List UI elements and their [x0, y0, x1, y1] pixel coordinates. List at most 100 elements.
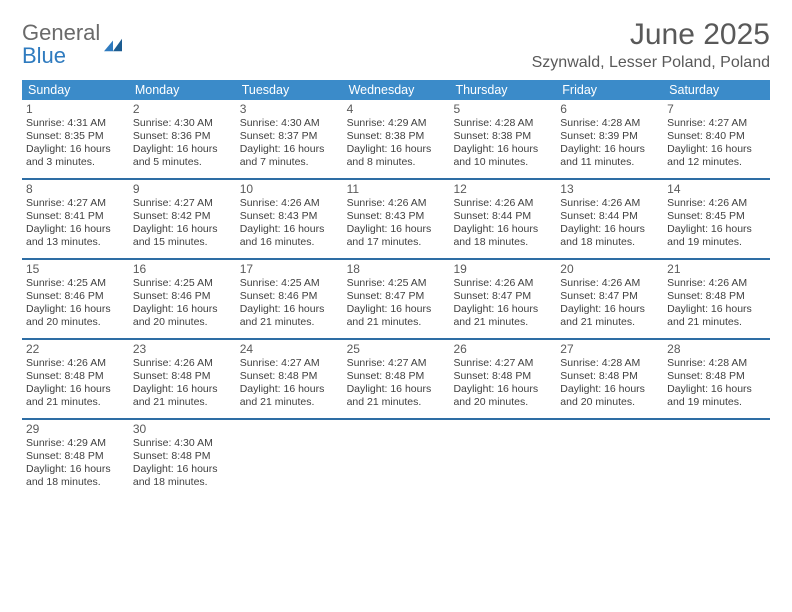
daylight-text: Daylight: 16 hours and 20 minutes.	[26, 303, 125, 329]
day-cell: 22Sunrise: 4:26 AMSunset: 8:48 PMDayligh…	[22, 340, 129, 418]
sunset-text: Sunset: 8:42 PM	[133, 210, 232, 223]
sunset-text: Sunset: 8:48 PM	[347, 370, 446, 383]
day-number: 30	[133, 422, 232, 436]
sunrise-text: Sunrise: 4:26 AM	[453, 197, 552, 210]
page-title: June 2025	[532, 18, 770, 52]
day-number: 26	[453, 342, 552, 356]
day-cell: 29Sunrise: 4:29 AMSunset: 8:48 PMDayligh…	[22, 420, 129, 498]
day-number: 4	[347, 102, 446, 116]
daylight-text: Daylight: 16 hours and 18 minutes.	[133, 463, 232, 489]
daylight-text: Daylight: 16 hours and 20 minutes.	[560, 383, 659, 409]
week-row: 15Sunrise: 4:25 AMSunset: 8:46 PMDayligh…	[22, 258, 770, 338]
daylight-text: Daylight: 16 hours and 3 minutes.	[26, 143, 125, 169]
daylight-text: Daylight: 16 hours and 19 minutes.	[667, 383, 766, 409]
day-cell: 26Sunrise: 4:27 AMSunset: 8:48 PMDayligh…	[449, 340, 556, 418]
day-number: 22	[26, 342, 125, 356]
sunset-text: Sunset: 8:48 PM	[133, 450, 232, 463]
logo: General Blue	[22, 18, 122, 68]
week-row: 8Sunrise: 4:27 AMSunset: 8:41 PMDaylight…	[22, 178, 770, 258]
dow-saturday: Saturday	[663, 80, 770, 100]
daylight-text: Daylight: 16 hours and 7 minutes.	[240, 143, 339, 169]
day-cell	[449, 420, 556, 498]
sunset-text: Sunset: 8:45 PM	[667, 210, 766, 223]
day-number: 23	[133, 342, 232, 356]
day-cell: 15Sunrise: 4:25 AMSunset: 8:46 PMDayligh…	[22, 260, 129, 338]
day-cell: 13Sunrise: 4:26 AMSunset: 8:44 PMDayligh…	[556, 180, 663, 258]
day-cell: 10Sunrise: 4:26 AMSunset: 8:43 PMDayligh…	[236, 180, 343, 258]
sunrise-text: Sunrise: 4:28 AM	[560, 357, 659, 370]
day-number: 1	[26, 102, 125, 116]
day-number: 2	[133, 102, 232, 116]
day-cell: 18Sunrise: 4:25 AMSunset: 8:47 PMDayligh…	[343, 260, 450, 338]
day-cell	[343, 420, 450, 498]
day-cell	[556, 420, 663, 498]
logo-blue: Blue	[22, 43, 66, 68]
sunrise-text: Sunrise: 4:27 AM	[240, 357, 339, 370]
sunrise-text: Sunrise: 4:28 AM	[560, 117, 659, 130]
day-cell: 7Sunrise: 4:27 AMSunset: 8:40 PMDaylight…	[663, 100, 770, 178]
day-number: 13	[560, 182, 659, 196]
day-number: 18	[347, 262, 446, 276]
day-cell: 27Sunrise: 4:28 AMSunset: 8:48 PMDayligh…	[556, 340, 663, 418]
logo-general: General	[22, 20, 100, 45]
day-number: 11	[347, 182, 446, 196]
header: General Blue June 2025 Szynwald, Lesser …	[22, 18, 770, 72]
daylight-text: Daylight: 16 hours and 21 minutes.	[26, 383, 125, 409]
day-number: 17	[240, 262, 339, 276]
day-cell: 28Sunrise: 4:28 AMSunset: 8:48 PMDayligh…	[663, 340, 770, 418]
sunset-text: Sunset: 8:48 PM	[26, 370, 125, 383]
day-cell: 20Sunrise: 4:26 AMSunset: 8:47 PMDayligh…	[556, 260, 663, 338]
day-cell: 5Sunrise: 4:28 AMSunset: 8:38 PMDaylight…	[449, 100, 556, 178]
daylight-text: Daylight: 16 hours and 16 minutes.	[240, 223, 339, 249]
day-cell: 25Sunrise: 4:27 AMSunset: 8:48 PMDayligh…	[343, 340, 450, 418]
sunset-text: Sunset: 8:39 PM	[560, 130, 659, 143]
sunset-text: Sunset: 8:46 PM	[133, 290, 232, 303]
sunrise-text: Sunrise: 4:25 AM	[347, 277, 446, 290]
day-cell: 11Sunrise: 4:26 AMSunset: 8:43 PMDayligh…	[343, 180, 450, 258]
sunset-text: Sunset: 8:41 PM	[26, 210, 125, 223]
daylight-text: Daylight: 16 hours and 12 minutes.	[667, 143, 766, 169]
sunrise-text: Sunrise: 4:27 AM	[453, 357, 552, 370]
sunrise-text: Sunrise: 4:30 AM	[240, 117, 339, 130]
day-number: 20	[560, 262, 659, 276]
sunrise-text: Sunrise: 4:30 AM	[133, 117, 232, 130]
dow-monday: Monday	[129, 80, 236, 100]
title-block: June 2025 Szynwald, Lesser Poland, Polan…	[532, 18, 770, 72]
sunset-text: Sunset: 8:35 PM	[26, 130, 125, 143]
dow-sunday: Sunday	[22, 80, 129, 100]
dow-friday: Friday	[556, 80, 663, 100]
page-subtitle: Szynwald, Lesser Poland, Poland	[532, 54, 770, 72]
sunrise-text: Sunrise: 4:26 AM	[560, 277, 659, 290]
daylight-text: Daylight: 16 hours and 18 minutes.	[453, 223, 552, 249]
day-number: 9	[133, 182, 232, 196]
sunrise-text: Sunrise: 4:26 AM	[560, 197, 659, 210]
day-number: 16	[133, 262, 232, 276]
sunrise-text: Sunrise: 4:27 AM	[26, 197, 125, 210]
calendar: Sunday Monday Tuesday Wednesday Thursday…	[22, 80, 770, 498]
sunset-text: Sunset: 8:43 PM	[240, 210, 339, 223]
daylight-text: Daylight: 16 hours and 13 minutes.	[26, 223, 125, 249]
sunrise-text: Sunrise: 4:25 AM	[26, 277, 125, 290]
day-number: 28	[667, 342, 766, 356]
sunset-text: Sunset: 8:48 PM	[133, 370, 232, 383]
day-cell: 16Sunrise: 4:25 AMSunset: 8:46 PMDayligh…	[129, 260, 236, 338]
logo-mark-icon	[104, 38, 122, 52]
sunset-text: Sunset: 8:38 PM	[453, 130, 552, 143]
sunrise-text: Sunrise: 4:28 AM	[667, 357, 766, 370]
sunrise-text: Sunrise: 4:26 AM	[667, 197, 766, 210]
week-row: 29Sunrise: 4:29 AMSunset: 8:48 PMDayligh…	[22, 418, 770, 498]
day-number: 8	[26, 182, 125, 196]
sunrise-text: Sunrise: 4:27 AM	[347, 357, 446, 370]
week-row: 1Sunrise: 4:31 AMSunset: 8:35 PMDaylight…	[22, 100, 770, 178]
day-cell: 24Sunrise: 4:27 AMSunset: 8:48 PMDayligh…	[236, 340, 343, 418]
sunset-text: Sunset: 8:37 PM	[240, 130, 339, 143]
sunset-text: Sunset: 8:48 PM	[26, 450, 125, 463]
day-number: 10	[240, 182, 339, 196]
day-number: 29	[26, 422, 125, 436]
sunset-text: Sunset: 8:47 PM	[453, 290, 552, 303]
day-number: 15	[26, 262, 125, 276]
sunrise-text: Sunrise: 4:31 AM	[26, 117, 125, 130]
sunset-text: Sunset: 8:48 PM	[667, 370, 766, 383]
day-cell: 2Sunrise: 4:30 AMSunset: 8:36 PMDaylight…	[129, 100, 236, 178]
day-number: 14	[667, 182, 766, 196]
